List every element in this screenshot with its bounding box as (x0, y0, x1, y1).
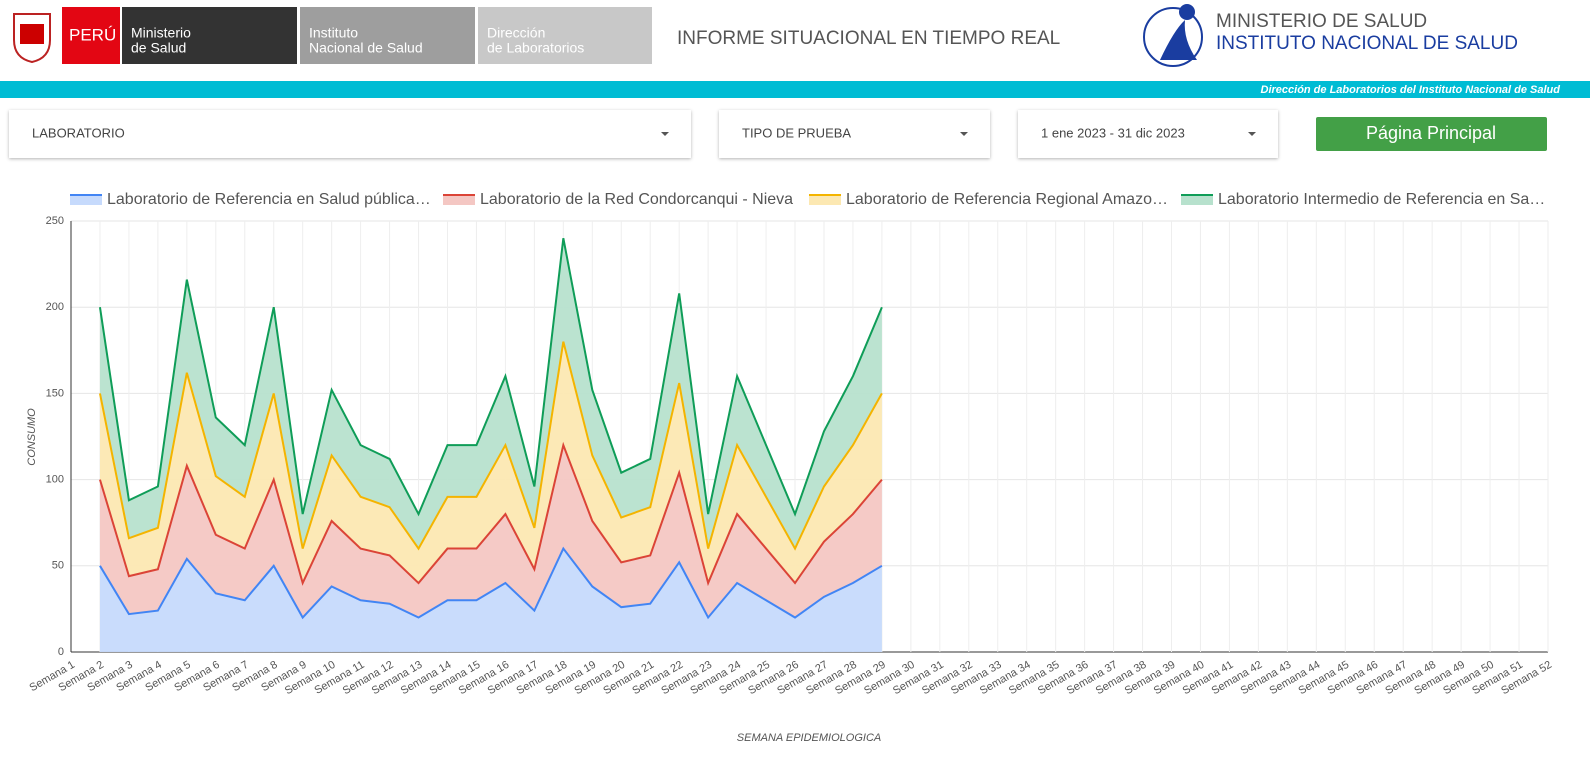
ministry-block (122, 7, 297, 64)
banner (0, 81, 1590, 98)
brand-line: INSTITUTO NACIONAL DE SALUD (1216, 33, 1518, 54)
button-label[interactable]: Página Principal (1366, 123, 1496, 143)
brand-line: MINISTERIO DE SALUD (1216, 11, 1427, 32)
dropdown-arrow[interactable] (960, 132, 968, 136)
dropdown-label[interactable]: TIPO DE PRUEBA (742, 125, 851, 140)
area-fill (99, 548, 882, 652)
legend-swatch (70, 194, 102, 205)
filters: LABORATORIO TIPO DE PRUEBA 1 ene 2023 - … (9, 110, 1547, 158)
dropdown-arrow[interactable] (661, 132, 669, 136)
banner-text: Dirección de Laboratorios del Instituto … (1261, 84, 1561, 96)
direction-line: Dirección (487, 25, 545, 41)
direction-line: de Laboratorios (487, 40, 584, 56)
chart: CONSUMO SEMANA EPIDEMIOLOGICA 0 50 100 150 2… (26, 191, 1554, 744)
dropdown-arrow[interactable] (1248, 132, 1256, 136)
legend-swatch (809, 194, 841, 205)
minsa-logo-figure (1160, 20, 1197, 60)
x-axis-title: SEMANA EPIDEMIOLOGICA (737, 732, 881, 744)
dropdown[interactable] (719, 110, 990, 158)
ministry-line: de Salud (131, 40, 186, 56)
legend-swatch (1181, 194, 1213, 205)
ministry-line: Ministerio (131, 25, 191, 41)
legend-swatch (443, 194, 475, 205)
area-fill (99, 238, 882, 549)
series-line (98, 341, 883, 551)
area-fill (99, 341, 882, 584)
legend-label: Laboratorio de Referencia en Salud públi… (107, 191, 431, 208)
date-picker[interactable] (1018, 110, 1278, 158)
page-title: INFORME SITUACIONAL EN TIEMPO REAL (677, 28, 1060, 49)
direction-block (478, 7, 652, 64)
y-axis-title: CONSUMO (26, 408, 38, 466)
main-page-button[interactable] (1316, 117, 1547, 151)
institute-block (300, 7, 475, 64)
institute-line: Nacional de Salud (309, 40, 423, 56)
dropdown-label[interactable]: LABORATORIO (32, 125, 125, 140)
y-tick-label: 0 (58, 646, 64, 658)
legend-label: Laboratorio de Referencia Regional Amazo… (846, 191, 1168, 208)
minsa-logo-head (1179, 4, 1195, 20)
legend-label: Laboratorio de la Red Condorcanqui - Nie… (480, 191, 793, 208)
peru-block (62, 7, 120, 64)
y-tick-label: 50 (52, 560, 64, 572)
y-tick-label: 200 (46, 301, 64, 313)
y-tick-label: 150 (46, 387, 64, 399)
header: PERÚ Ministerio de Salud Instituto Nacio… (0, 4, 1590, 98)
y-tick-label: 250 (46, 215, 64, 227)
dropdown[interactable] (9, 110, 691, 158)
institute-line: Instituto (309, 25, 358, 41)
series-line (99, 441, 883, 587)
y-tick-label: 100 (46, 474, 64, 486)
peru-text: PERÚ (69, 25, 116, 44)
coat-of-arms-field (20, 24, 44, 44)
date-range[interactable]: 1 ene 2023 - 31 dic 2023 (1041, 125, 1185, 140)
series-line (99, 546, 883, 620)
legend-label: Laboratorio Intermedio de Referencia en … (1218, 191, 1545, 208)
series-line (98, 238, 883, 517)
minsa-logo (1143, 7, 1203, 67)
